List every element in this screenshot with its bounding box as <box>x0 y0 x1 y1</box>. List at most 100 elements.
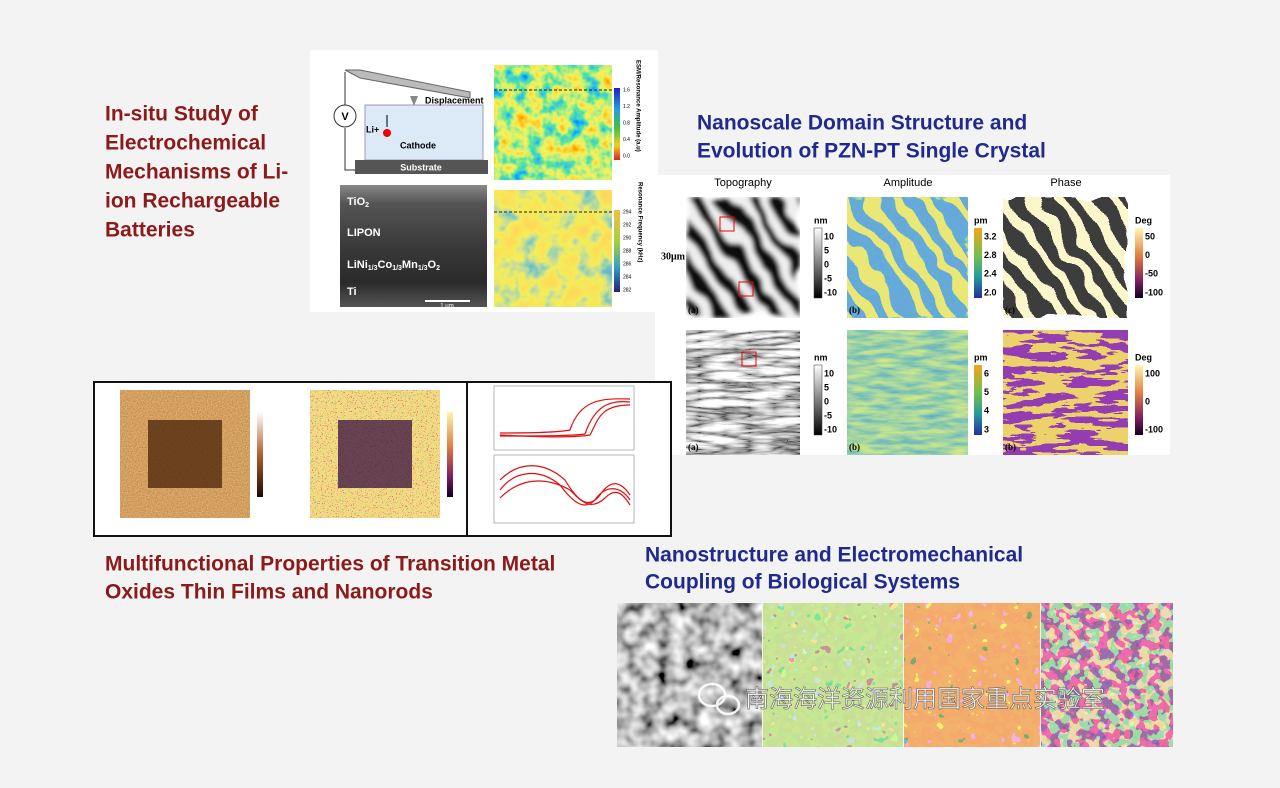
colorbar-label: ESM/Resonance Amplitude (a.u) <box>634 60 640 152</box>
section-title: Nanostructure and Electromechanical <box>645 544 1023 567</box>
row-label: 30μm <box>661 251 686 262</box>
column-header: Phase <box>1050 177 1081 189</box>
colorbar-tick: 0.4 <box>623 137 630 143</box>
plot-frame <box>493 454 635 524</box>
cathode-box <box>364 104 484 161</box>
scale-bar-label: 1 μm <box>440 304 453 310</box>
colorbar-tick: 4 <box>984 406 989 416</box>
colorbar-tick: 2.4 <box>984 269 997 279</box>
layer-label: LIPON <box>347 227 381 239</box>
panel-label: (b) <box>849 442 860 452</box>
panel-label: (a) <box>688 305 699 315</box>
section-title: Oxides Thin Films and Nanorods <box>105 581 433 604</box>
cantilever <box>344 69 471 99</box>
section-title: Multifunctional Properties of Transition… <box>105 553 555 576</box>
poled-square <box>338 420 412 488</box>
colorbar <box>447 412 453 497</box>
layer-label: LiNi1/3Co1/3Mn1/3O2 <box>347 259 440 272</box>
colorbar-tick: 294 <box>623 209 632 215</box>
colorbar-tick: 288 <box>623 248 632 254</box>
amplitude-map <box>847 330 968 455</box>
colorbar-tick: 6 <box>984 368 989 378</box>
colorbar-tick: -10 <box>824 424 837 434</box>
panel-label: (c) <box>1005 305 1015 315</box>
colorbar-tick: 282 <box>623 287 632 293</box>
colorbar-tick: 0 <box>824 396 829 406</box>
label: Substrate <box>400 162 442 172</box>
circuit-wire <box>344 72 355 171</box>
panel-label: (b) <box>849 305 860 315</box>
amplitude-loops <box>499 465 631 506</box>
watermark-text: 南海海洋资源利用国家重点实验室 <box>745 685 1105 713</box>
bio-map <box>1041 603 1173 747</box>
colorbar-label: Resonance Frequency (kHz) <box>636 182 642 262</box>
unit-label: pm <box>974 352 988 362</box>
colorbar-tick: 284 <box>623 274 632 280</box>
layer-text: LiNi <box>347 259 368 271</box>
topography-map <box>686 197 800 318</box>
loop-curve <box>499 472 631 506</box>
colorbar-tick: 2.0 <box>984 287 997 297</box>
colorbar-tick: -5 <box>824 273 832 283</box>
loop-curve <box>499 398 631 434</box>
section-title: Batteries <box>105 219 195 242</box>
topography-map <box>686 330 800 455</box>
section-title: Evolution of PZN-PT Single Crystal <box>697 140 1046 163</box>
subscript: 2 <box>436 265 440 272</box>
colorbar-tick: 0 <box>1145 396 1150 406</box>
tem-image <box>340 185 487 307</box>
wechat-icon <box>697 682 727 708</box>
layer-text: Ti <box>347 286 357 298</box>
panel-label: (b) <box>1005 442 1016 452</box>
colorbar-tick: 10 <box>824 368 834 378</box>
section-title: Mechanisms of Li- <box>105 161 288 184</box>
section-title: Electrochemical <box>105 132 266 155</box>
frequency-map <box>494 190 612 307</box>
colorbar-tick: 290 <box>623 235 632 241</box>
colorbar <box>974 365 982 435</box>
unit-label: nm <box>814 352 828 362</box>
loop-curve <box>499 480 631 506</box>
colorbar <box>257 412 263 497</box>
colorbar <box>813 227 823 299</box>
colorbar-tick: 1.2 <box>623 104 630 110</box>
subscript: 1/3 <box>418 265 428 272</box>
colorbar-tick: 0.8 <box>623 120 630 126</box>
layer-label: Ti <box>347 286 357 298</box>
amplitude-map <box>847 197 968 318</box>
colorbar-tick: 3 <box>984 424 989 434</box>
bio-map <box>763 603 903 747</box>
label: Cathode <box>400 140 436 150</box>
panel-label: (a) <box>688 442 699 452</box>
colorbar-tick: 5 <box>824 245 829 255</box>
voltage-source <box>333 104 357 128</box>
layer-text: O <box>428 259 437 271</box>
colorbar <box>1135 228 1143 298</box>
plot-frame <box>493 385 635 451</box>
colorbar-tick: 100 <box>1145 368 1160 378</box>
colorbar <box>813 364 823 436</box>
colorbar-tick: 0 <box>824 259 829 269</box>
substrate-bar <box>355 160 488 174</box>
section-title: ion Rechargeable <box>105 190 280 213</box>
layer-text: LIPON <box>347 227 381 239</box>
pzn-figure <box>655 175 1170 455</box>
colorbar <box>1135 365 1143 435</box>
colorbar <box>614 210 620 292</box>
phase-loops <box>499 398 631 438</box>
colorbar-tick: -5 <box>824 410 832 420</box>
subscript: 1/3 <box>368 265 378 272</box>
unit-label: nm <box>814 215 828 225</box>
colorbar-tick: 286 <box>623 261 632 267</box>
bio-map <box>617 603 762 747</box>
label: Li+ <box>366 124 379 134</box>
thin-film-figure <box>93 381 672 537</box>
layer-label: TiO2 <box>347 196 369 209</box>
section-title: Coupling of Biological Systems <box>645 571 960 594</box>
colorbar-tick: -100 <box>1145 424 1163 434</box>
phase-map <box>1003 330 1128 455</box>
layer-text: TiO <box>347 196 366 208</box>
unit-label: Deg <box>1135 352 1152 362</box>
colorbar-tick: 5 <box>824 382 829 392</box>
